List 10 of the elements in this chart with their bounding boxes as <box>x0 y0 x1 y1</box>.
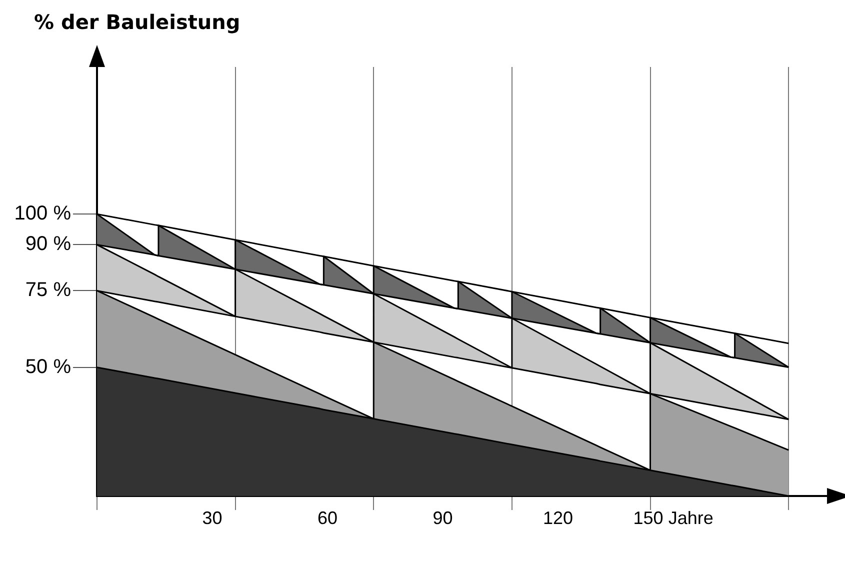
x-tick-label: 150 Jahre <box>633 508 714 528</box>
x-tick-label: 90 <box>432 508 453 528</box>
x-tick-label: 120 <box>543 508 574 528</box>
y-tick-label: 90 % <box>25 233 72 256</box>
y-tick-label: 100 % <box>14 202 72 225</box>
y-tick-label: 75 % <box>25 279 72 302</box>
y-axis-title: % der Bauleistung <box>34 10 240 34</box>
x-tick-label: 60 <box>318 508 338 528</box>
x-tick-label: 30 <box>202 508 222 528</box>
y-tick-label: 50 % <box>25 356 72 378</box>
